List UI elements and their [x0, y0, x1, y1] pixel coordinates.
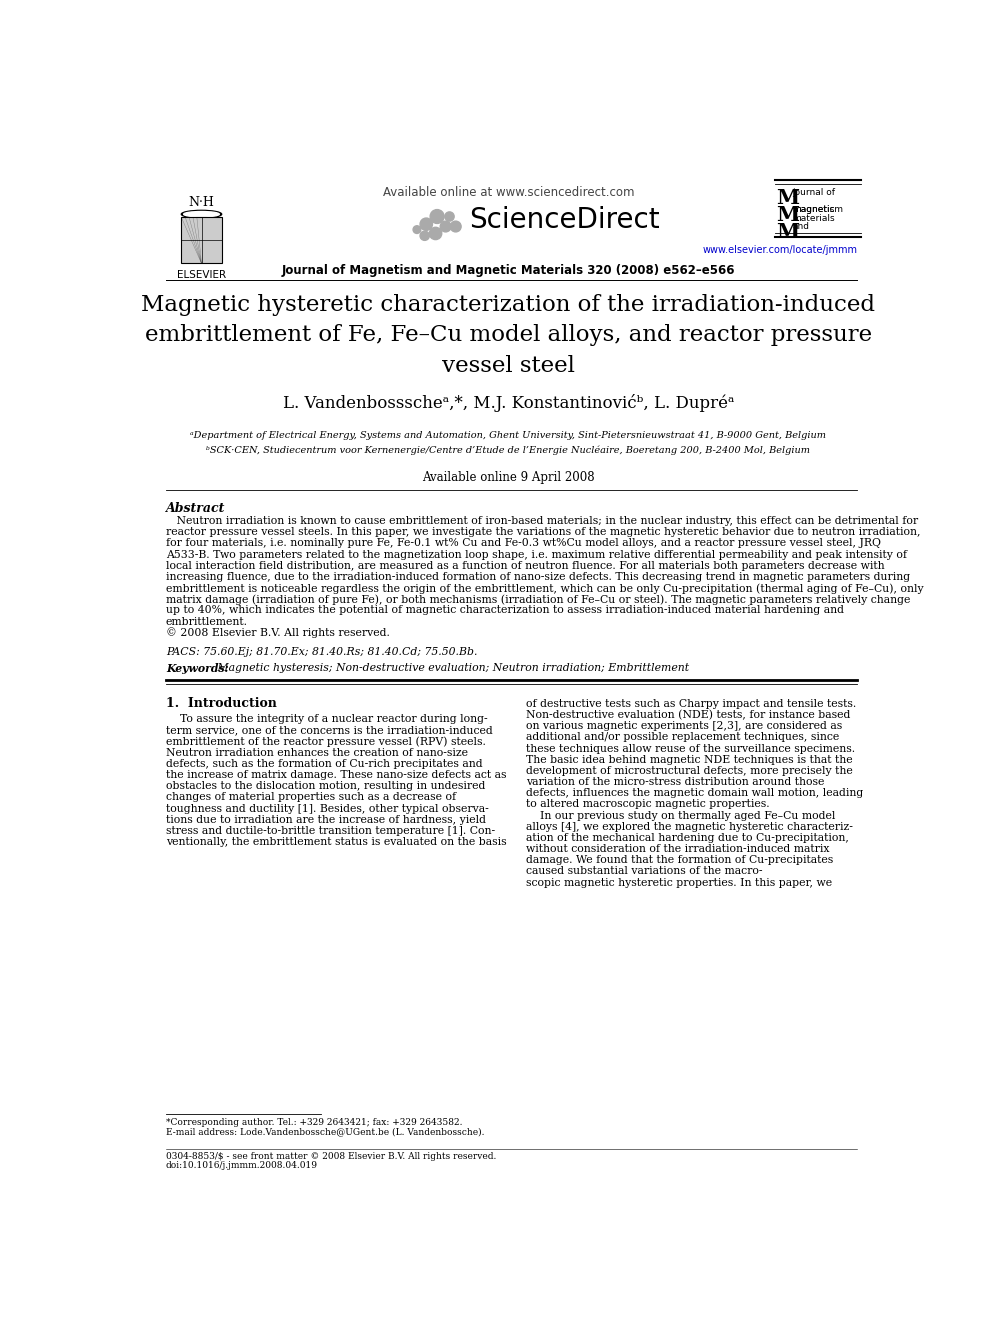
- Text: obstacles to the dislocation motion, resulting in undesired: obstacles to the dislocation motion, res…: [166, 782, 485, 791]
- Text: the increase of matrix damage. These nano-size defects act as: the increase of matrix damage. These nan…: [166, 770, 506, 781]
- Text: ScienceDirect: ScienceDirect: [469, 206, 660, 234]
- Text: development of microstructural defects, more precisely the: development of microstructural defects, …: [526, 766, 853, 775]
- Text: alloys [4], we explored the magnetic hysteretic characteriz-: alloys [4], we explored the magnetic hys…: [526, 822, 853, 832]
- Text: ventionally, the embrittlement status is evaluated on the basis: ventionally, the embrittlement status is…: [166, 837, 507, 847]
- Text: caused substantial variations of the macro-: caused substantial variations of the mac…: [526, 867, 763, 876]
- Text: M: M: [777, 222, 800, 242]
- Text: additional and/or possible replacement techniques, since: additional and/or possible replacement t…: [526, 733, 839, 742]
- Text: ᵇSCK·CEN, Studiecentrum voor Kernenergie/Centre d’Etude de l’Energie Nucléaire, : ᵇSCK·CEN, Studiecentrum voor Kernenergie…: [206, 446, 810, 455]
- Text: A533-B. Two parameters related to the magnetization loop shape, i.e. maximum rel: A533-B. Two parameters related to the ma…: [166, 549, 907, 560]
- Text: Magnetic hysteretic characterization of the irradiation-induced: Magnetic hysteretic characterization of …: [142, 294, 875, 315]
- Text: Available online 9 April 2008: Available online 9 April 2008: [422, 471, 595, 484]
- Text: embrittlement.: embrittlement.: [166, 617, 248, 627]
- Text: variation of the micro-stress distribution around those: variation of the micro-stress distributi…: [526, 777, 824, 787]
- Text: Journal of Magnetism and Magnetic Materials 320 (2008) e562–e566: Journal of Magnetism and Magnetic Materi…: [282, 265, 735, 278]
- Text: matrix damage (irradiation of pure Fe), or both mechanisms (irradiation of Fe–Cu: matrix damage (irradiation of pure Fe), …: [166, 594, 911, 605]
- Text: tions due to irradiation are the increase of hardness, yield: tions due to irradiation are the increas…: [166, 815, 486, 824]
- Text: for four materials, i.e. nominally pure Fe, Fe-0.1 wt% Cu and Fe-0.3 wt%Cu model: for four materials, i.e. nominally pure …: [166, 538, 881, 548]
- Text: term service, one of the concerns is the irradiation-induced: term service, one of the concerns is the…: [166, 725, 493, 736]
- Text: on various magnetic experiments [2,3], are considered as: on various magnetic experiments [2,3], a…: [526, 721, 842, 732]
- Circle shape: [413, 226, 421, 233]
- Text: stress and ductile-to-brittle transition temperature [1]. Con-: stress and ductile-to-brittle transition…: [166, 826, 495, 836]
- Text: The basic idea behind magnetic NDE techniques is that the: The basic idea behind magnetic NDE techn…: [526, 754, 853, 765]
- Text: embrittlement of Fe, Fe–Cu model alloys, and reactor pressure: embrittlement of Fe, Fe–Cu model alloys,…: [145, 324, 872, 347]
- Text: Neutron irradiation enhances the creation of nano-size: Neutron irradiation enhances the creatio…: [166, 747, 468, 758]
- Circle shape: [420, 218, 433, 230]
- Text: up to 40%, which indicates the potential of magnetic characterization to assess : up to 40%, which indicates the potential…: [166, 606, 844, 615]
- Circle shape: [444, 212, 454, 221]
- Text: damage. We found that the formation of Cu-precipitates: damage. We found that the formation of C…: [526, 855, 833, 865]
- Text: 1.  Introduction: 1. Introduction: [166, 697, 277, 710]
- Text: increasing fluence, due to the irradiation-induced formation of nano-size defect: increasing fluence, due to the irradiati…: [166, 572, 910, 582]
- Text: and: and: [792, 222, 809, 232]
- Text: N·H: N·H: [188, 196, 214, 209]
- Text: changes of material properties such as a decrease of: changes of material properties such as a…: [166, 792, 456, 803]
- Text: ᵃDepartment of Electrical Energy, Systems and Automation, Ghent University, Sint: ᵃDepartment of Electrical Energy, System…: [190, 430, 826, 439]
- Text: embrittlement of the reactor pressure vessel (RPV) steels.: embrittlement of the reactor pressure ve…: [166, 737, 486, 747]
- Text: vessel steel: vessel steel: [442, 355, 574, 377]
- Circle shape: [431, 209, 444, 224]
- Text: E-mail address: Lode.Vandenbossche@UGent.be (L. Vandenbossche).: E-mail address: Lode.Vandenbossche@UGent…: [166, 1127, 484, 1136]
- Text: journal of: journal of: [792, 188, 835, 197]
- Text: L. Vandenbossscheᵃ,*, M.J. Konstantinovićᵇ, L. Dupréᵃ: L. Vandenbossscheᵃ,*, M.J. Konstantinovi…: [283, 394, 734, 411]
- Text: Available online at www.sciencedirect.com: Available online at www.sciencedirect.co…: [383, 185, 634, 198]
- Text: M: M: [777, 188, 800, 208]
- Circle shape: [440, 221, 451, 232]
- Text: defects, influences the magnetic domain wall motion, leading: defects, influences the magnetic domain …: [526, 789, 863, 798]
- Circle shape: [450, 221, 461, 232]
- Circle shape: [430, 228, 441, 239]
- Text: ation of the mechanical hardening due to Cu-precipitation,: ation of the mechanical hardening due to…: [526, 833, 849, 843]
- Text: ELSEVIER: ELSEVIER: [177, 270, 226, 280]
- Text: embrittlement is noticeable regardless the origin of the embrittlement, which ca: embrittlement is noticeable regardless t…: [166, 583, 924, 594]
- Text: Neutron irradiation is known to cause embrittlement of iron-based materials; in : Neutron irradiation is known to cause em…: [166, 516, 918, 527]
- Text: © 2008 Elsevier B.V. All rights reserved.: © 2008 Elsevier B.V. All rights reserved…: [166, 627, 390, 639]
- Text: doi:10.1016/j.jmmm.2008.04.019: doi:10.1016/j.jmmm.2008.04.019: [166, 1160, 317, 1170]
- Text: M: M: [777, 205, 800, 225]
- Text: reactor pressure vessel steels. In this paper, we investigate the variations of : reactor pressure vessel steels. In this …: [166, 527, 921, 537]
- Text: without consideration of the irradiation-induced matrix: without consideration of the irradiation…: [526, 844, 829, 855]
- Text: scopic magnetic hysteretic properties. In this paper, we: scopic magnetic hysteretic properties. I…: [526, 877, 832, 888]
- Ellipse shape: [182, 210, 221, 218]
- Text: In our previous study on thermally aged Fe–Cu model: In our previous study on thermally aged …: [526, 811, 835, 820]
- Text: www.elsevier.com/locate/jmmm: www.elsevier.com/locate/jmmm: [702, 245, 857, 255]
- Circle shape: [420, 232, 430, 241]
- Text: Non-destructive evaluation (NDE) tests, for instance based: Non-destructive evaluation (NDE) tests, …: [526, 710, 850, 721]
- Text: materials: materials: [792, 214, 834, 224]
- Text: these techniques allow reuse of the surveillance specimens.: these techniques allow reuse of the surv…: [526, 744, 855, 754]
- Text: 0304-8853/$ - see front matter © 2008 Elsevier B.V. All rights reserved.: 0304-8853/$ - see front matter © 2008 El…: [166, 1152, 496, 1162]
- Text: magnetism: magnetism: [792, 205, 843, 214]
- Text: of destructive tests such as Charpy impact and tensile tests.: of destructive tests such as Charpy impa…: [526, 699, 856, 709]
- Text: *Corresponding author. Tel.: +329 2643421; fax: +329 2643582.: *Corresponding author. Tel.: +329 264342…: [166, 1118, 462, 1127]
- FancyBboxPatch shape: [182, 217, 221, 263]
- Text: defects, such as the formation of Cu-rich precipitates and: defects, such as the formation of Cu-ric…: [166, 759, 482, 769]
- Text: Abstract: Abstract: [166, 503, 225, 515]
- Text: to altered macroscopic magnetic properties.: to altered macroscopic magnetic properti…: [526, 799, 770, 810]
- Text: To assure the integrity of a nuclear reactor during long-: To assure the integrity of a nuclear rea…: [166, 714, 487, 724]
- Text: PACS: 75.60.Ej; 81.70.Ex; 81.40.Rs; 81.40.Cd; 75.50.Bb.: PACS: 75.60.Ej; 81.70.Ex; 81.40.Rs; 81.4…: [166, 647, 477, 656]
- Text: toughness and ductility [1]. Besides, other typical observa-: toughness and ductility [1]. Besides, ot…: [166, 803, 489, 814]
- Text: Magnetic hysteresis; Non-destructive evaluation; Neutron irradiation; Embrittlem: Magnetic hysteresis; Non-destructive eva…: [214, 664, 689, 673]
- Text: local interaction field distribution, are measured as a function of neutron flue: local interaction field distribution, ar…: [166, 561, 885, 570]
- Text: magnetic: magnetic: [792, 205, 834, 214]
- Text: Keywords:: Keywords:: [166, 664, 228, 675]
- Ellipse shape: [184, 212, 219, 217]
